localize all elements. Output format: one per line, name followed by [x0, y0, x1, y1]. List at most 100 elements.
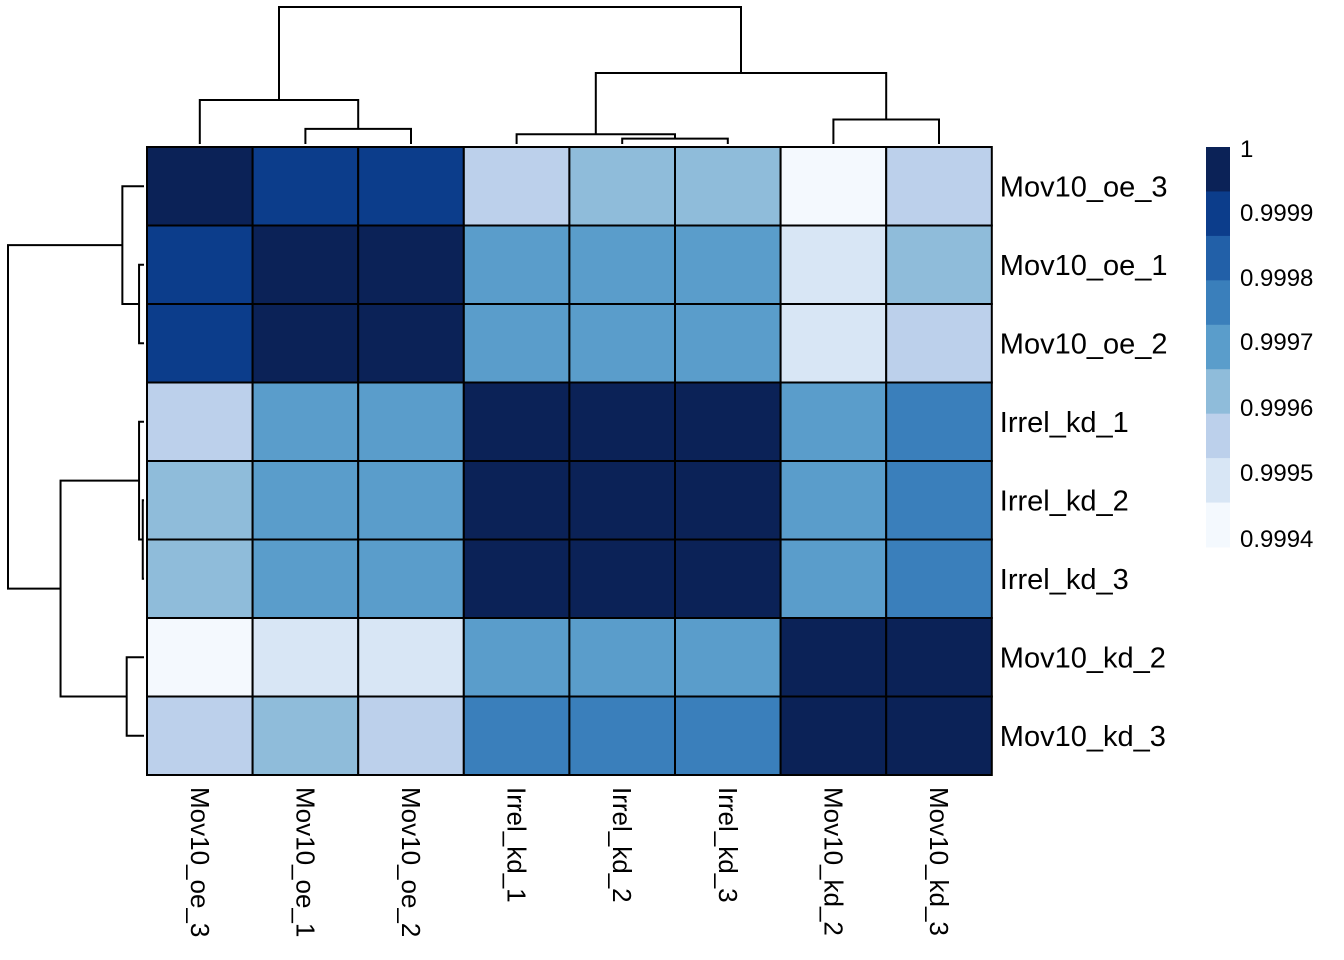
column-label: Irrel_kd_2	[607, 787, 637, 903]
heatmap-cell	[568, 146, 677, 227]
heatmap-cell	[885, 303, 993, 384]
heatmap-cell	[885, 460, 993, 541]
heatmap-cell	[357, 460, 465, 541]
heatmap-cell	[146, 538, 254, 619]
dendrogram-branch	[138, 420, 144, 541]
heatmap-cell	[885, 224, 993, 305]
dendrogram-branch	[141, 499, 144, 580]
dendrogram-branch	[138, 263, 144, 345]
column-dendrogram	[198, 6, 940, 144]
legend-tick-label: 0.9999	[1240, 200, 1313, 227]
row-labels: Mov10_oe_3 Mov10_oe_1 Mov10_oe_2 Irrel_kd_1…	[1000, 171, 1168, 753]
heatmap-cell	[462, 146, 571, 227]
dendrogram-branch	[278, 6, 742, 100]
legend-swatch	[1206, 280, 1230, 326]
row-label: Mov10_oe_2	[1000, 328, 1168, 360]
heatmap-cell	[462, 460, 571, 541]
row-label: Irrel_kd_3	[1000, 564, 1129, 596]
heatmap-cell	[779, 617, 888, 698]
heatmap-cell	[146, 146, 254, 227]
heatmap-cell	[885, 538, 993, 619]
heatmap-cell	[251, 224, 360, 305]
heatmap-cell	[146, 224, 254, 305]
legend-swatch	[1206, 324, 1230, 370]
row-label: Mov10_kd_3	[1000, 721, 1166, 753]
legend-swatch	[1206, 458, 1230, 504]
dendrogram-branch	[7, 244, 123, 590]
heatmap-cell	[462, 224, 571, 305]
heatmap-cell	[568, 617, 677, 698]
heatmap-cell	[357, 617, 465, 698]
column-label: Irrel_kd_1	[502, 787, 532, 903]
heatmap-cell	[251, 617, 360, 698]
heatmap-cell	[779, 224, 888, 305]
heatmap-cell	[885, 381, 993, 462]
heatmap-cell	[568, 303, 677, 384]
heatmap-cell	[674, 538, 782, 619]
heatmap-cell	[251, 695, 360, 776]
heatmap-cell	[568, 460, 677, 541]
row-label: Irrel_kd_2	[1000, 485, 1129, 517]
heatmap-cell	[779, 538, 888, 619]
dendrogram-branch	[125, 656, 144, 737]
heatmap-cell	[674, 146, 782, 227]
heatmap-cell	[568, 381, 677, 462]
row-label: Irrel_kd_1	[1000, 407, 1129, 439]
heatmap-cell	[357, 224, 465, 305]
heatmap-cell	[357, 695, 465, 776]
heatmap-cell	[251, 146, 360, 227]
heatmap-cell	[462, 617, 571, 698]
heatmap-cell	[568, 695, 677, 776]
color-legend: 1 0.9999 0.9998 0.9997 0.9996 0.9995 0.9994	[1206, 136, 1313, 553]
heatmap-cell	[146, 617, 254, 698]
column-label: Mov10_oe_3	[185, 787, 215, 937]
heatmap-cell	[674, 381, 782, 462]
heatmap-cell	[885, 695, 993, 776]
heatmap-cell	[674, 303, 782, 384]
dendrogram-branch	[121, 185, 144, 305]
legend-swatch	[1206, 369, 1230, 415]
row-label: Mov10_oe_1	[1000, 250, 1168, 282]
dendrogram-branch	[832, 118, 940, 144]
legend-swatch	[1206, 502, 1230, 548]
dendrogram-branch	[198, 98, 360, 144]
heatmap-cell	[568, 538, 677, 619]
heatmap-cell	[357, 303, 465, 384]
heatmap-cell	[251, 460, 360, 541]
column-label: Irrel_kd_3	[713, 787, 743, 903]
row-label: Mov10_oe_3	[1000, 171, 1168, 203]
dendrogram-branch	[621, 137, 729, 144]
column-label: Mov10_kd_2	[818, 787, 848, 936]
heatmap-cell	[462, 695, 571, 776]
heatmap-cell	[779, 695, 888, 776]
dendrogram-branch	[59, 479, 140, 698]
legend-swatch	[1206, 147, 1230, 192]
heatmap-cell	[674, 695, 782, 776]
heatmap-cell	[357, 538, 465, 619]
heatmap-cell	[462, 381, 571, 462]
heatmap-cell	[674, 460, 782, 541]
legend-swatch	[1206, 235, 1230, 281]
dendrogram-branch	[594, 72, 888, 135]
heatmap-cell	[462, 303, 571, 384]
heatmap-cell	[779, 146, 888, 227]
heatmap-cell	[251, 381, 360, 462]
legend-swatch	[1206, 191, 1230, 237]
heatmap-cell	[674, 224, 782, 305]
legend-swatch	[1206, 413, 1230, 459]
legend-tick-label: 1	[1240, 136, 1253, 163]
legend-tick-label: 0.9995	[1240, 460, 1313, 487]
dendrogram-branch	[304, 127, 412, 144]
column-label: Mov10_oe_2	[396, 787, 426, 937]
heatmap-cell	[779, 303, 888, 384]
heatmap-cell	[885, 617, 993, 698]
heatmap-cell	[251, 538, 360, 619]
column-labels: Mov10_oe_3 Mov10_oe_1 Mov10_oe_2 Irrel_kd_1…	[185, 787, 954, 937]
heatmap-cells	[146, 146, 993, 776]
heatmap-cell	[674, 617, 782, 698]
column-label: Mov10_oe_1	[290, 787, 320, 937]
heatmap-cell	[146, 303, 254, 384]
heatmap-cell	[779, 381, 888, 462]
legend-tick-label: 0.9996	[1240, 395, 1313, 422]
